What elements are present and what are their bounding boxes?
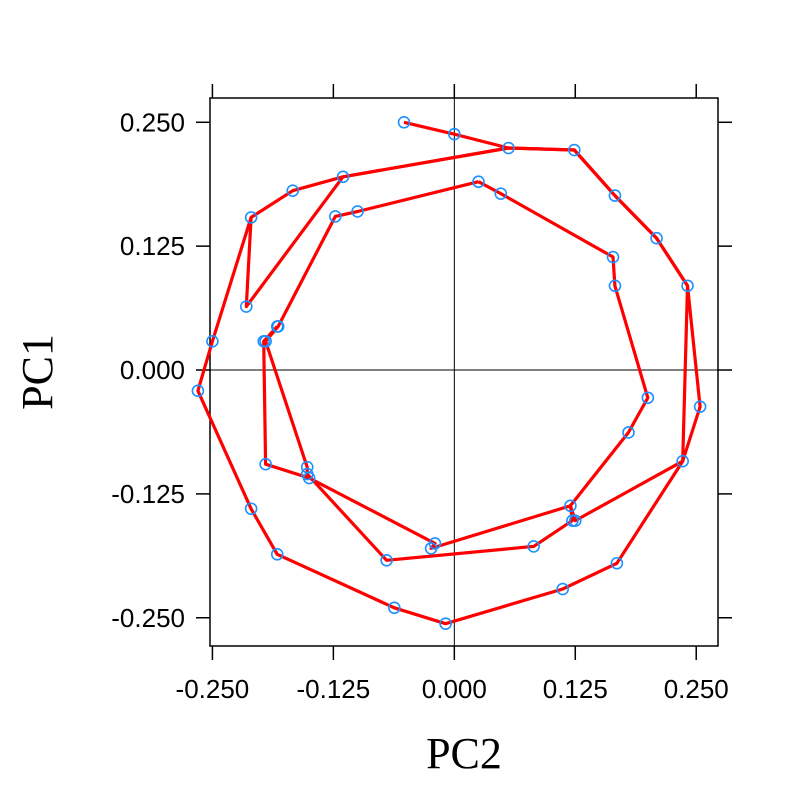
data-point [329,210,342,223]
data-point [191,384,205,398]
data-point [397,115,411,129]
data-point [650,231,663,245]
x-tick-label: 0.000 [422,674,487,704]
data-point [448,127,461,141]
data-point [286,184,300,197]
data-point [502,141,515,155]
data-point [693,400,707,413]
data-point [606,250,620,264]
y-tick-label: 0.000 [120,355,185,385]
data-point [257,334,271,348]
data-point [610,556,624,570]
data-point [676,454,689,468]
x-tick-label: 0.250 [664,674,729,704]
y-tick-label: 0.250 [120,107,185,137]
data-point [472,175,485,189]
series-layer [196,120,702,626]
series-line-3 [244,146,690,551]
axis-ticks: -0.250 -0.125 0.000 0.125 0.250 -0.250 -0.125 0… [111,84,732,704]
x-tick-label: -0.250 [176,674,250,704]
data-point [424,542,438,555]
data-point [270,548,284,561]
data-point [439,617,452,631]
data-point [622,426,635,439]
data-point [608,279,622,293]
y-tick-label: -0.250 [111,603,185,633]
data-point [351,205,364,218]
x-tick-label: 0.125 [543,674,608,704]
y-axis-title: PC1 [13,334,62,410]
data-point [556,582,569,596]
data-point [568,143,581,157]
data-point [608,189,622,202]
data-point [681,279,694,293]
data-point [302,471,316,485]
y-tick-label: -0.125 [111,479,185,509]
series-line-1 [196,120,702,626]
data-point [527,540,540,553]
data-point [388,601,401,615]
plot-frame [209,97,719,647]
data-point [244,502,258,516]
data-point [239,300,253,313]
x-axis-title: PC2 [426,729,502,778]
data-point [259,457,272,471]
data-point [206,334,219,348]
data-point [336,170,350,184]
data-point [568,514,582,527]
data-point [380,553,393,567]
data-point [564,499,577,513]
points-layer [191,115,707,631]
data-point [244,211,258,224]
data-point [270,320,284,333]
data-point [494,187,508,200]
data-point [641,391,655,405]
y-tick-label: 0.125 [120,231,185,261]
series-line-2 [264,180,650,562]
x-tick-label: -0.125 [297,674,371,704]
